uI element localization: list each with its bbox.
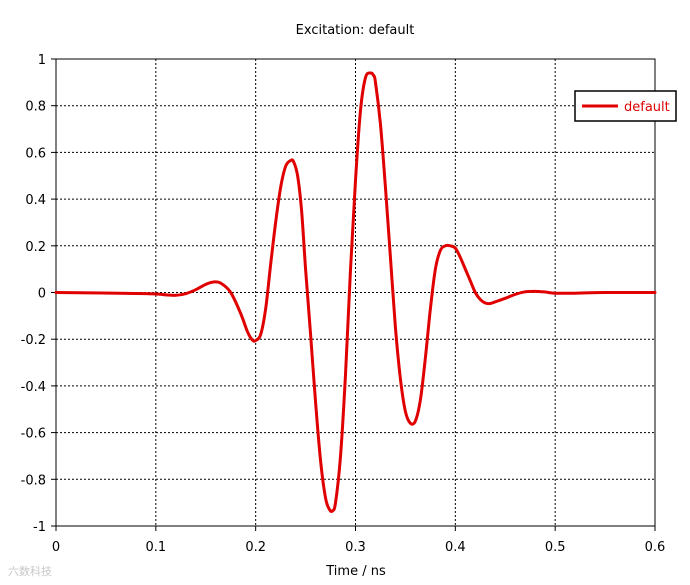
x-tick-label: 0.6 — [645, 540, 666, 555]
x-tick-label: 0.1 — [145, 540, 166, 555]
legend-label: default — [624, 100, 670, 115]
y-tick-label: 0.6 — [25, 146, 46, 161]
x-tick-label: 0.3 — [345, 540, 366, 555]
y-tick-label: -0.8 — [21, 473, 46, 488]
x-axis: 0 0.1 0.2 0.3 0.4 0.5 0.6 — [52, 526, 665, 555]
legend[interactable]: default — [574, 90, 677, 122]
chart-title: Excitation: default — [296, 23, 415, 38]
x-tick-label: 0.4 — [445, 540, 466, 555]
y-tick-label: 0.4 — [25, 193, 46, 208]
x-tick-label: 0.2 — [245, 540, 266, 555]
y-tick-label: -0.6 — [21, 427, 46, 442]
x-tick-label: 0 — [52, 540, 60, 555]
watermark: 六数科技 — [8, 565, 52, 578]
y-tick-label: 1 — [38, 53, 46, 68]
series-line-default — [54, 71, 657, 514]
y-axis: -1 -0.8 -0.6 -0.4 -0.2 0 0.2 0.4 0.6 0.8 1 — [21, 53, 56, 535]
x-tick-label: 0.5 — [545, 540, 566, 555]
x-axis-label: Time / ns — [325, 564, 386, 579]
y-tick-label: 0 — [38, 287, 46, 302]
series-group — [54, 71, 657, 514]
y-tick-label: 0.8 — [25, 100, 46, 115]
y-tick-label: -0.2 — [21, 333, 46, 348]
y-tick-label: 0.2 — [25, 240, 46, 255]
legend-box — [574, 90, 677, 122]
y-tick-label: -0.4 — [21, 380, 46, 395]
y-tick-label: -1 — [33, 520, 46, 535]
